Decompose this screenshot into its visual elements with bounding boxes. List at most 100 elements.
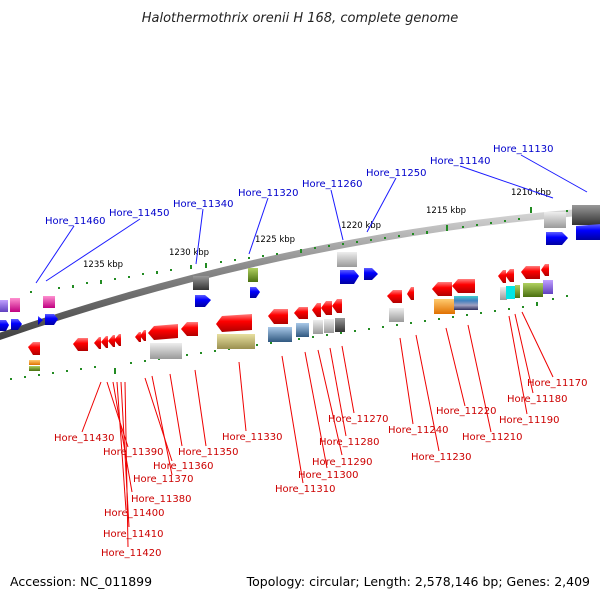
scale-labels: 1235 kbp 1230 kbp 1225 kbp 1220 kbp 1215… [83, 188, 551, 270]
scale-label-1235: 1235 kbp [83, 260, 123, 270]
gene-arrow-reverse [73, 338, 88, 351]
gene-arrow-reverse [432, 282, 452, 296]
gene-block [10, 298, 20, 312]
gene-label-hore-11400: Hore_11400 [104, 508, 165, 519]
gene-arrow-forward [250, 287, 260, 298]
gene-block [337, 252, 357, 267]
gene-arrow-forward [546, 232, 568, 245]
gene-arrow-forward [340, 270, 359, 284]
gene-arrow-forward [0, 320, 9, 331]
gene-arrow-forward [195, 295, 211, 307]
gene-arrow-forward [11, 319, 22, 330]
gene-arrow-reverse [181, 322, 198, 336]
gene-arrow-reverse [28, 342, 40, 355]
scale-label-1215: 1215 kbp [426, 206, 466, 216]
accession-text: Accession: NC_011899 [10, 574, 152, 589]
gene-block [454, 296, 478, 310]
gene-block [0, 300, 8, 312]
gene-arrow-reverse [541, 264, 549, 276]
gene-label-hore-11180: Hore_11180 [507, 394, 568, 405]
gene-block [523, 283, 543, 297]
gene-label-hore-11430: Hore_11430 [54, 433, 115, 444]
gene-label-hore-11170: Hore_11170 [527, 378, 588, 389]
gene-arrow-reverse [321, 301, 332, 315]
gene-arrow-forward [45, 314, 58, 325]
gene-label-hore-11450: Hore_11450 [109, 208, 170, 219]
gene-arrow-reverse [521, 266, 540, 279]
gene-arrow-forward [576, 224, 600, 240]
gene-block [544, 212, 566, 228]
gene-label-hore-11260: Hore_11260 [302, 179, 363, 190]
gene-label-hore-11140: Hore_11140 [430, 156, 491, 167]
gene-block [324, 319, 334, 333]
gene-label-hore-11240: Hore_11240 [388, 425, 449, 436]
gene-arrow-reverse [505, 269, 514, 282]
gene-label-hore-11320: Hore_11320 [238, 188, 299, 199]
gene-block [434, 299, 455, 314]
scale-label-1210: 1210 kbp [511, 188, 551, 198]
gene-label-hore-11310: Hore_11310 [275, 484, 336, 495]
gene-block [268, 327, 292, 342]
gene-arrow-reverse [101, 336, 108, 348]
gene-label-hore-11220: Hore_11220 [436, 406, 497, 417]
gene-block [515, 285, 520, 298]
scale-label-1225: 1225 kbp [255, 235, 295, 245]
gene-arrow-reverse [148, 324, 178, 340]
gene-arrow-forward [38, 316, 43, 325]
gene-arrow-reverse [312, 303, 321, 317]
gene-arrow-reverse [407, 287, 414, 300]
gene-block [29, 366, 40, 371]
gene-block [29, 360, 40, 365]
gene-arrow-reverse [332, 299, 342, 313]
reverse-gene-labels: Hore_11430 Hore_11390 Hore_11360 Hore_11… [54, 378, 588, 559]
gene-arrow-reverse [140, 330, 146, 341]
gene-label-hore-11410: Hore_11410 [103, 529, 164, 540]
forward-genes [0, 205, 600, 331]
gene-label-hore-11370: Hore_11370 [133, 474, 194, 485]
gene-label-hore-11210: Hore_11210 [462, 432, 523, 443]
gene-block [217, 334, 255, 349]
gene-block [150, 343, 182, 359]
gene-block [193, 276, 209, 290]
gene-label-hore-11130: Hore_11130 [493, 144, 554, 155]
gene-label-hore-11190: Hore_11190 [499, 415, 560, 426]
gene-label-hore-11280: Hore_11280 [319, 437, 380, 448]
gene-block [335, 318, 345, 332]
gene-label-hore-11380: Hore_11380 [131, 494, 192, 505]
gene-label-hore-11360: Hore_11360 [153, 461, 214, 472]
gene-arrow-reverse [452, 279, 475, 293]
forward-gene-labels: Hore_11460 Hore_11450 Hore_11340 Hore_11… [45, 144, 554, 227]
gene-label-hore-11340: Hore_11340 [173, 199, 234, 210]
forward-leader-lines [35, 154, 588, 284]
gene-label-hore-11350: Hore_11350 [178, 447, 239, 458]
scale-label-1220: 1220 kbp [341, 221, 381, 231]
gene-arrow-reverse [498, 270, 506, 283]
gene-block [43, 296, 55, 308]
gene-block [248, 268, 258, 282]
reverse-scale-track [10, 295, 568, 380]
gene-arrow-reverse [114, 334, 121, 346]
gene-arrow-reverse [294, 307, 308, 319]
reverse-genes [28, 264, 553, 371]
gene-label-hore-11270: Hore_11270 [328, 414, 389, 425]
gene-label-hore-11230: Hore_11230 [411, 452, 472, 463]
gene-arrow-reverse [216, 314, 252, 332]
gene-label-hore-11290: Hore_11290 [312, 457, 373, 468]
gene-arrow-reverse [135, 332, 141, 342]
genome-title: Halothermothrix orenii H 168, complete g… [142, 11, 459, 26]
gene-block [389, 308, 404, 322]
gene-label-hore-11460: Hore_11460 [45, 216, 106, 227]
gene-arrow-reverse [268, 309, 288, 324]
gene-arrow-reverse [94, 337, 101, 349]
topology-text: Topology: circular; Length: 2,578,146 bp… [246, 574, 590, 589]
gene-label-hore-11420: Hore_11420 [101, 548, 162, 559]
gene-arrow-forward [364, 268, 378, 280]
gene-label-hore-11250: Hore_11250 [366, 168, 427, 179]
reverse-leader-lines [81, 311, 554, 548]
gene-block [572, 205, 600, 225]
gene-block [506, 286, 515, 299]
gene-block [296, 323, 309, 337]
gene-arrow-reverse [387, 290, 402, 303]
gene-label-hore-11390: Hore_11390 [103, 447, 164, 458]
